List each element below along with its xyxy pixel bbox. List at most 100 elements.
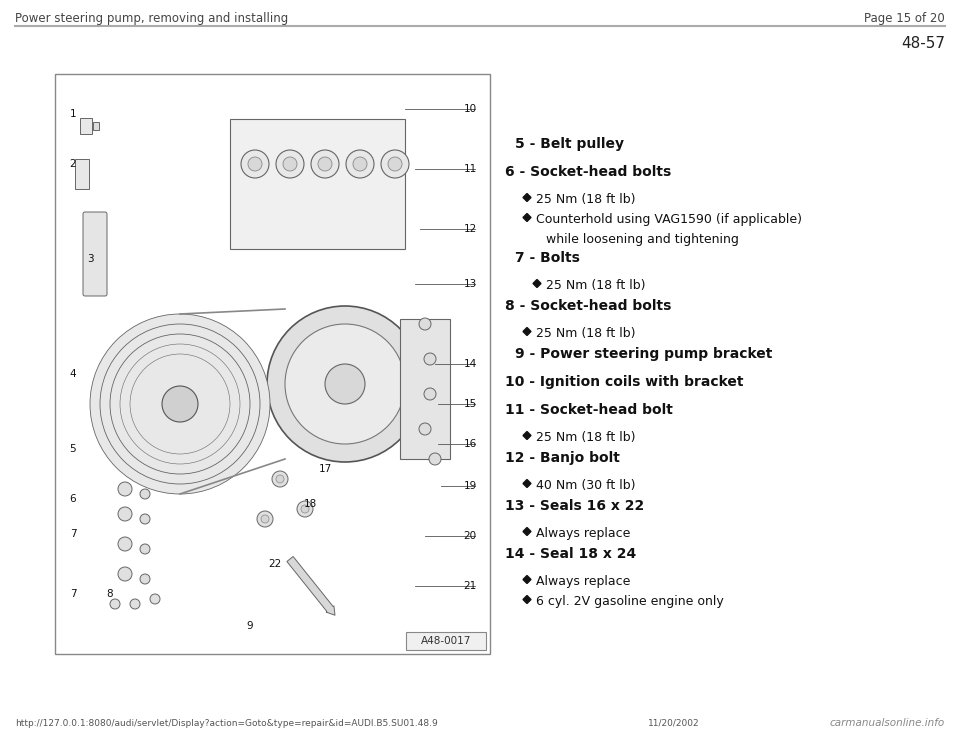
- Text: 7 - Bolts: 7 - Bolts: [515, 251, 580, 265]
- Text: 16: 16: [464, 439, 476, 449]
- Circle shape: [276, 475, 284, 483]
- Text: 9: 9: [247, 621, 253, 631]
- Circle shape: [118, 482, 132, 496]
- Text: 8: 8: [107, 589, 113, 599]
- Text: 7: 7: [70, 589, 76, 599]
- Bar: [93, 122, 99, 130]
- Text: 13 - Seals 16 x 22: 13 - Seals 16 x 22: [505, 499, 644, 513]
- Polygon shape: [523, 576, 531, 583]
- Circle shape: [140, 514, 150, 524]
- Circle shape: [140, 574, 150, 584]
- Text: 25 Nm (18 ft lb): 25 Nm (18 ft lb): [536, 327, 636, 340]
- Polygon shape: [533, 280, 541, 287]
- Text: while loosening and tightening: while loosening and tightening: [546, 233, 739, 246]
- Text: A48-0017: A48-0017: [420, 636, 471, 646]
- Text: 2: 2: [70, 159, 76, 169]
- Text: 22: 22: [269, 559, 281, 569]
- Text: 12: 12: [464, 224, 476, 234]
- Text: 25 Nm (18 ft lb): 25 Nm (18 ft lb): [536, 431, 636, 444]
- Circle shape: [301, 505, 309, 513]
- Text: Always replace: Always replace: [536, 575, 631, 588]
- Circle shape: [325, 364, 365, 404]
- Polygon shape: [523, 432, 531, 439]
- Text: 4: 4: [70, 369, 76, 379]
- Text: 15: 15: [464, 399, 476, 409]
- FancyBboxPatch shape: [83, 212, 107, 296]
- Polygon shape: [523, 214, 531, 222]
- Circle shape: [261, 515, 269, 523]
- Text: Power steering pump, removing and installing: Power steering pump, removing and instal…: [15, 12, 288, 25]
- Text: 9 - Power steering pump bracket: 9 - Power steering pump bracket: [515, 347, 773, 361]
- Text: 21: 21: [464, 581, 476, 591]
- Circle shape: [130, 599, 140, 609]
- Text: 18: 18: [303, 499, 317, 509]
- Circle shape: [276, 150, 304, 178]
- Circle shape: [118, 567, 132, 581]
- Bar: [80, 118, 92, 134]
- Text: 6 cyl. 2V gasoline engine only: 6 cyl. 2V gasoline engine only: [536, 595, 724, 608]
- Text: 25 Nm (18 ft lb): 25 Nm (18 ft lb): [546, 279, 645, 292]
- Text: 12 - Banjo bolt: 12 - Banjo bolt: [505, 451, 620, 465]
- Circle shape: [419, 318, 431, 330]
- Text: 20: 20: [464, 531, 476, 541]
- Circle shape: [118, 507, 132, 521]
- Circle shape: [318, 157, 332, 171]
- Text: Counterhold using VAG1590 (if applicable): Counterhold using VAG1590 (if applicable…: [536, 213, 802, 226]
- Circle shape: [162, 386, 198, 422]
- Text: 13: 13: [464, 279, 476, 289]
- Circle shape: [424, 353, 436, 365]
- Circle shape: [140, 544, 150, 554]
- Text: 19: 19: [464, 481, 476, 491]
- Circle shape: [311, 150, 339, 178]
- Circle shape: [388, 157, 402, 171]
- Circle shape: [381, 150, 409, 178]
- Circle shape: [267, 306, 423, 462]
- Text: carmanualsonline.info: carmanualsonline.info: [829, 718, 945, 728]
- Bar: [230, 119, 405, 249]
- Circle shape: [346, 150, 374, 178]
- Text: 10: 10: [464, 104, 476, 114]
- Text: 3: 3: [86, 254, 93, 264]
- Text: 25 Nm (18 ft lb): 25 Nm (18 ft lb): [536, 193, 636, 206]
- Polygon shape: [523, 596, 531, 603]
- Bar: [406, 632, 486, 650]
- Circle shape: [241, 150, 269, 178]
- Circle shape: [424, 388, 436, 400]
- Text: 14 - Seal 18 x 24: 14 - Seal 18 x 24: [505, 547, 636, 561]
- Text: 48-57: 48-57: [901, 36, 945, 51]
- Text: Page 15 of 20: Page 15 of 20: [864, 12, 945, 25]
- Polygon shape: [523, 327, 531, 335]
- Polygon shape: [523, 194, 531, 202]
- Circle shape: [248, 157, 262, 171]
- Text: 14: 14: [464, 359, 476, 369]
- Text: 11 - Socket-head bolt: 11 - Socket-head bolt: [505, 403, 673, 417]
- Circle shape: [140, 489, 150, 499]
- Circle shape: [110, 599, 120, 609]
- Text: 10 - Ignition coils with bracket: 10 - Ignition coils with bracket: [505, 375, 743, 389]
- Circle shape: [353, 157, 367, 171]
- Bar: [75, 159, 89, 189]
- Circle shape: [297, 501, 313, 517]
- Circle shape: [90, 314, 270, 494]
- Text: 6: 6: [70, 494, 76, 504]
- Bar: [55, 74, 490, 654]
- Text: 11: 11: [464, 164, 476, 174]
- Text: 1: 1: [70, 109, 76, 119]
- Text: Always replace: Always replace: [536, 527, 631, 540]
- Text: 7: 7: [70, 529, 76, 539]
- Circle shape: [283, 157, 297, 171]
- Circle shape: [419, 423, 431, 435]
- Circle shape: [429, 453, 441, 465]
- Circle shape: [272, 471, 288, 487]
- Circle shape: [118, 537, 132, 551]
- Circle shape: [285, 324, 405, 444]
- Text: 8 - Socket-head bolts: 8 - Socket-head bolts: [505, 299, 671, 313]
- Text: 5: 5: [70, 444, 76, 454]
- Text: http://127.0.0.1:8080/audi/servlet/Display?action=Goto&type=repair&id=AUDI.B5.SU: http://127.0.0.1:8080/audi/servlet/Displ…: [15, 719, 438, 728]
- Circle shape: [150, 594, 160, 604]
- FancyArrow shape: [287, 556, 335, 615]
- Polygon shape: [523, 528, 531, 536]
- Text: 17: 17: [319, 464, 331, 474]
- FancyBboxPatch shape: [400, 319, 450, 459]
- Polygon shape: [523, 479, 531, 487]
